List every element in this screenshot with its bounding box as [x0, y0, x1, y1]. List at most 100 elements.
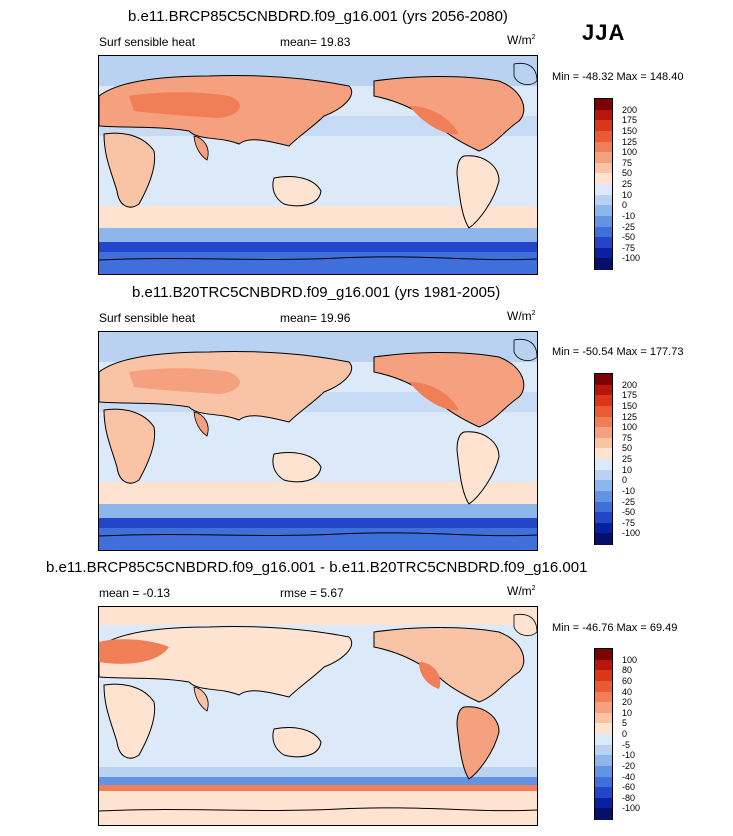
panel-2-map-graphic [99, 332, 537, 550]
colorbar-tick-label: 200 [622, 379, 638, 390]
colorbar-box [595, 765, 612, 777]
colorbar-tick-label: 200 [622, 104, 638, 115]
panel-1-map [98, 55, 538, 275]
colorbar-box [595, 226, 612, 238]
panel-3-mean-label: mean = -0.13 [99, 586, 171, 600]
colorbar-box [595, 247, 612, 259]
panel-2-units: W/m2 [507, 309, 536, 323]
colorbar-box [595, 533, 612, 545]
colorbar-tick-label: 150 [622, 125, 638, 136]
colorbar-tick-label: 25 [622, 179, 633, 189]
season-label: JJA [582, 20, 626, 45]
panel-1-map-graphic [99, 56, 537, 274]
colorbar-box [595, 384, 612, 396]
colorbar-tick-label: 10 [622, 464, 633, 475]
colorbar-box [595, 787, 612, 799]
colorbar-tick-label: 175 [622, 115, 638, 126]
panel-1-units: W/m2 [507, 33, 536, 47]
colorbar-tick-label: 60 [622, 675, 633, 686]
colorbar-tick-label: -50 [622, 507, 636, 518]
panel-2-variable-label: Surf sensible heat [99, 311, 196, 325]
colorbar-tick-label: 0 [622, 200, 628, 211]
colorbar-box [595, 374, 612, 386]
colorbar-tick-label: -40 [622, 771, 636, 782]
colorbar-box [595, 99, 612, 111]
colorbar-box [595, 258, 612, 270]
colorbar-box [595, 459, 612, 471]
colorbar-tick-label: 125 [622, 411, 638, 422]
panel-1-mean-label: mean= 19.83 [280, 35, 351, 49]
colorbar-box [595, 808, 612, 820]
colorbar-box [595, 141, 612, 153]
colorbar-tick-label: -80 [622, 792, 636, 803]
colorbar-tick-label: -75 [622, 517, 636, 528]
panel-2-mean-label: mean= 19.96 [280, 311, 351, 325]
colorbar-tick-label: -10 [622, 750, 636, 761]
colorbar-tick-label: 10 [622, 189, 633, 200]
colorbar-tick-label: -5 [622, 739, 631, 750]
colorbar-box [595, 215, 612, 227]
colorbar-box [595, 184, 612, 196]
colorbar-box [595, 797, 612, 809]
colorbar-tick-label: -50 [622, 232, 636, 243]
colorbar-tick-label: 75 [622, 157, 633, 168]
panel-3-map-graphic [99, 607, 537, 825]
colorbar-box [595, 109, 612, 121]
colorbar-tick-label: -10 [622, 210, 636, 221]
colorbar-tick-label: 50 [622, 168, 633, 179]
colorbar-box [595, 501, 612, 513]
panel-3-minmax: Min = -46.76 Max = 69.49 [552, 622, 678, 634]
colorbar-box [595, 702, 612, 714]
colorbar-tick-label: -25 [622, 221, 636, 232]
colorbar-box [595, 194, 612, 206]
colorbar-box [595, 776, 612, 788]
colorbar-tick-label: 150 [622, 400, 638, 411]
panel-2-minmax: Min = -50.54 Max = 177.73 [552, 346, 684, 358]
colorbar-box [595, 659, 612, 671]
colorbar-box [595, 152, 612, 164]
colorbar-tick-label: -10 [622, 485, 636, 496]
colorbar-tick-label: 0 [622, 475, 628, 486]
colorbar-box [595, 512, 612, 524]
panel-2-map [98, 331, 538, 551]
colorbar-box [595, 522, 612, 534]
colorbar-box [595, 649, 612, 661]
colorbar-tick-label: 0 [622, 729, 628, 739]
panel-1-variable-label: Surf sensible heat [99, 35, 196, 49]
colorbar-tick-label: 20 [622, 697, 633, 708]
colorbar-tick-label: 80 [622, 665, 633, 676]
colorbar-box [595, 427, 612, 439]
colorbar-tick-label: -100 [622, 528, 641, 539]
colorbar-tick-label: -25 [622, 496, 636, 507]
colorbar-tick-label: 100 [622, 654, 638, 665]
panel-1-colorbar [594, 98, 613, 270]
colorbar-box [595, 205, 612, 217]
panel-3-title: b.e11.BRCP85C5CNBDRD.f09_g16.001 - b.e11… [46, 559, 588, 576]
colorbar-tick-label: 100 [622, 422, 638, 433]
panel-1-title: b.e11.BRCP85C5CNBDRD.f09_g16.001 (yrs 20… [128, 8, 508, 25]
colorbar-box [595, 691, 612, 703]
colorbar-box [595, 755, 612, 767]
colorbar-box [595, 416, 612, 428]
colorbar-box [595, 469, 612, 481]
colorbar-tick-label: -60 [622, 782, 636, 793]
colorbar-tick-label: 175 [622, 390, 638, 401]
colorbar-box [595, 670, 612, 682]
colorbar-box [595, 173, 612, 185]
colorbar-box [595, 680, 612, 692]
panel-2-title: b.e11.B20TRC5CNBDRD.f09_g16.001 (yrs 198… [132, 284, 501, 301]
panel-1-minmax: Min = -48.32 Max = 148.40 [552, 71, 684, 83]
panel-3-rmse-label: rmse = 5.67 [280, 586, 344, 600]
colorbar-box [595, 480, 612, 492]
colorbar-box [595, 237, 612, 249]
colorbar-tick-label: 75 [622, 432, 633, 443]
colorbar-box [595, 490, 612, 502]
colorbar-box [595, 162, 612, 174]
colorbar-box [595, 734, 612, 746]
colorbar-tick-label: 40 [622, 686, 633, 697]
colorbar-tick-label: 50 [622, 443, 633, 454]
colorbar-box [595, 448, 612, 460]
panel-3-units: W/m2 [507, 584, 536, 598]
panel-3-map [98, 606, 538, 826]
colorbar-box [595, 437, 612, 449]
